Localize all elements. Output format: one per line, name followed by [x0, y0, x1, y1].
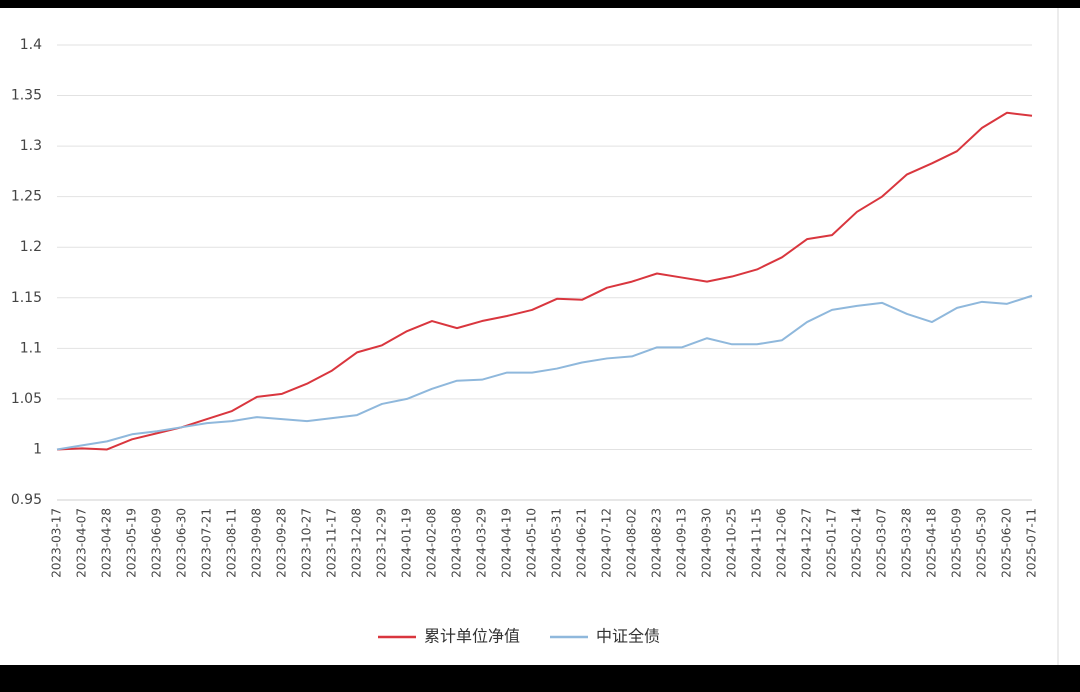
x-tick-label: 2023-10-27 [300, 508, 314, 578]
x-tick-label: 2025-03-07 [875, 508, 889, 578]
x-tick-label: 2024-02-08 [425, 508, 439, 578]
x-tick-label: 2025-03-28 [900, 508, 914, 578]
x-tick-label: 2025-02-14 [850, 508, 864, 578]
x-tick-label: 2024-10-25 [725, 508, 739, 578]
x-tick-label: 2024-06-21 [575, 508, 589, 578]
x-tick-label: 2024-05-10 [525, 508, 539, 578]
legend-label: 中证全债 [596, 627, 660, 646]
x-tick-label: 2025-07-11 [1025, 508, 1039, 578]
x-tick-label: 2024-12-27 [800, 508, 814, 578]
x-tick-label: 2024-07-12 [600, 508, 614, 578]
series-line [56, 294, 1033, 451]
x-tick-label: 2024-01-19 [400, 508, 414, 578]
x-tick-label: 2023-12-29 [375, 508, 389, 578]
series-line [56, 111, 1033, 451]
x-tick-label: 2024-09-13 [675, 508, 689, 578]
y-tick-label: 1.35 [11, 88, 42, 104]
x-tick-label: 2023-03-17 [50, 508, 64, 578]
y-tick-label: 1.3 [20, 138, 42, 154]
x-tick-label: 2023-04-07 [75, 508, 89, 578]
x-tick-label: 2025-01-17 [825, 508, 839, 578]
x-tick-label: 2023-07-21 [200, 508, 214, 578]
x-tick-label: 2025-06-20 [1000, 508, 1014, 578]
y-tick-label: 0.95 [11, 492, 42, 508]
y-tick-label: 1.05 [11, 391, 42, 407]
x-tick-label: 2023-08-11 [225, 508, 239, 578]
legend-label: 累计单位净值 [424, 627, 520, 646]
x-tick-label: 2023-06-30 [175, 508, 189, 578]
x-tick-label: 2024-04-19 [500, 508, 514, 578]
x-tick-label: 2024-03-08 [450, 508, 464, 578]
x-tick-label: 2024-03-29 [475, 508, 489, 578]
x-tick-label: 2023-12-08 [350, 508, 364, 578]
x-tick-label: 2024-08-02 [625, 508, 639, 578]
x-tick-label: 2023-09-28 [275, 508, 289, 578]
x-tick-label: 2024-08-23 [650, 508, 664, 578]
x-tick-label: 2025-05-30 [975, 508, 989, 578]
x-tick-label: 2024-11-15 [750, 508, 764, 578]
x-tick-label: 2023-09-08 [250, 508, 264, 578]
y-tick-label: 1.25 [11, 189, 42, 205]
chart-background [0, 8, 1080, 665]
x-tick-label: 2023-05-19 [125, 508, 139, 578]
y-tick-label: 1.2 [20, 239, 42, 255]
x-tick-label: 2025-05-09 [950, 508, 964, 578]
y-tick-label: 1 [33, 441, 42, 457]
x-tick-label: 2023-11-17 [325, 508, 339, 578]
y-tick-label: 1.4 [20, 37, 42, 53]
y-tick-label: 1.15 [11, 290, 42, 306]
x-tick-label: 2023-06-09 [150, 508, 164, 578]
x-tick-label: 2025-04-18 [925, 508, 939, 578]
x-tick-label: 2024-09-30 [700, 508, 714, 578]
y-tick-label: 1.1 [20, 340, 42, 356]
x-tick-label: 2023-04-28 [100, 508, 114, 578]
x-tick-label: 2024-05-31 [550, 508, 564, 578]
x-tick-label: 2024-12-06 [775, 508, 789, 578]
